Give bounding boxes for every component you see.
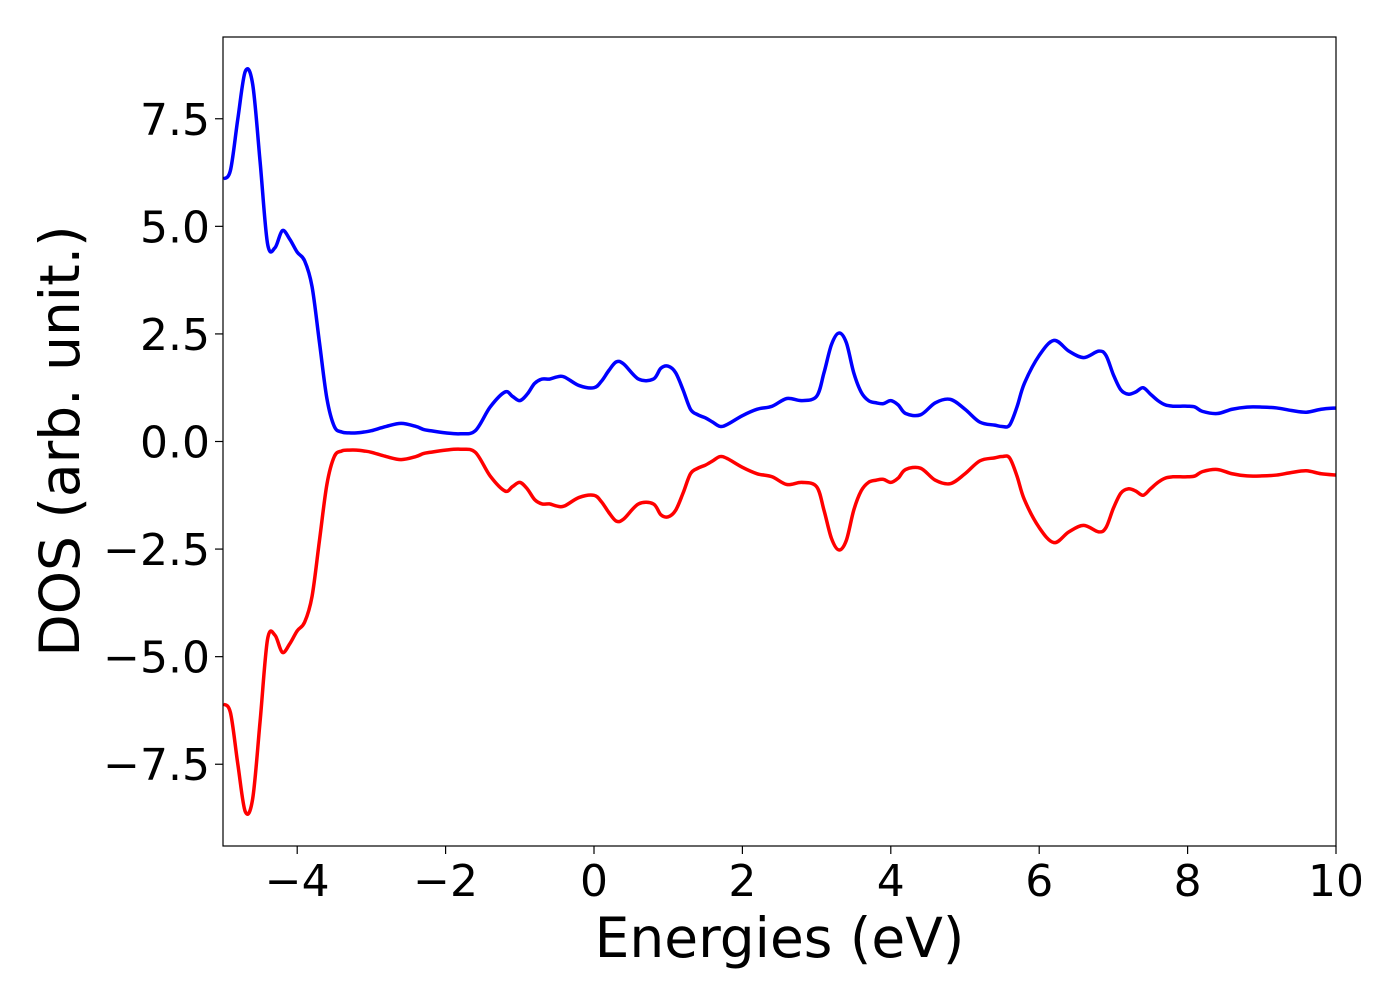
series-line-2 [223,447,1336,816]
y-tick-label: −5.0 [103,633,210,684]
x-tick-label: 8 [1174,856,1202,907]
x-tick-label: 4 [877,856,905,907]
y-tick-label: 5.0 [140,202,210,253]
x-tick-label: 2 [728,856,756,907]
series-layer [223,67,1336,816]
y-tick-label: 2.5 [140,310,210,361]
x-tick-label: 10 [1308,856,1364,907]
x-tick-label: 0 [580,856,608,907]
x-tick-label: −4 [265,856,330,907]
y-tick-label: 0.0 [140,418,210,469]
y-axis-label: DOS (arb. unit.) [28,225,92,656]
y-tick-label: −2.5 [103,525,210,576]
plot-frame [222,36,1337,847]
x-tick-label: −2 [413,856,478,907]
x-axis: −4 −2 0 2 4 6 8 10 [265,846,1364,907]
series-line-1 [223,67,1336,436]
y-tick-label: −7.5 [103,740,210,791]
x-tick-label: 6 [1025,856,1053,907]
x-axis-label: Energies (eV) [595,906,965,970]
y-tick-label: 7.5 [140,95,210,146]
y-axis: −7.5 −5.0 −2.5 0.0 2.5 5.0 7.5 [103,95,223,791]
